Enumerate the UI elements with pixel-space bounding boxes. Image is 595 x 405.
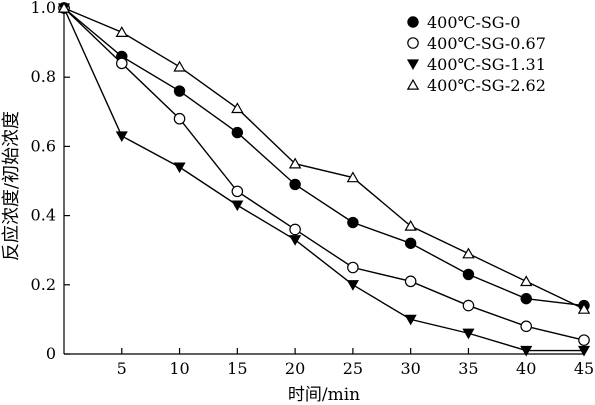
- data-point: [231, 185, 244, 198]
- legend-label: 400℃-SG-0.67: [427, 34, 546, 53]
- legend-item: 400℃-SG-0: [407, 13, 520, 32]
- data-point: [462, 268, 475, 281]
- legend-label: 400℃-SG-2.62: [427, 76, 546, 95]
- series-line: [63, 7, 585, 310]
- series-line: [63, 7, 584, 352]
- data-point: [404, 275, 417, 288]
- axes: [63, 8, 584, 355]
- data-point: [347, 216, 359, 229]
- y-tick-label: 0.2: [31, 275, 56, 294]
- legend-marker: [406, 78, 420, 90]
- data-point: [577, 302, 591, 314]
- data-point: [462, 299, 475, 312]
- y-tick-label: 0.4: [31, 206, 56, 225]
- y-tick-label: 1.0: [31, 0, 56, 17]
- series-layer: [57, 1, 591, 357]
- series-4: [57, 1, 591, 314]
- x-tick-label: 40: [516, 359, 536, 378]
- legend-marker: [407, 16, 419, 28]
- legend-item: 400℃-SG-2.62: [406, 76, 546, 95]
- x-axis-label: 时间/min: [288, 385, 360, 405]
- data-point: [462, 328, 475, 340]
- series-1: [58, 2, 590, 312]
- series-line: [63, 7, 585, 341]
- x-ticks: 5 10 15 20 25 30 35 40 45: [117, 348, 594, 378]
- y-ticks: 0 0.2 0.4 0.6 0.8 1.0: [31, 0, 70, 363]
- data-point: [519, 275, 533, 287]
- y-tick-label: 0.8: [31, 67, 56, 86]
- x-tick-label: 15: [227, 359, 247, 378]
- data-point: [289, 178, 301, 191]
- data-point: [289, 235, 302, 246]
- x-tick-label: 30: [400, 359, 420, 378]
- data-point: [346, 280, 359, 291]
- data-point: [578, 334, 590, 346]
- legend-label: 400℃-SG-1.31: [427, 55, 546, 74]
- legend-label: 400℃-SG-0: [427, 13, 520, 32]
- x-tick-label: 45: [574, 359, 594, 378]
- data-point: [115, 131, 128, 142]
- legend-marker: [406, 59, 420, 70]
- data-point: [520, 345, 533, 357]
- data-point: [577, 345, 591, 357]
- data-point: [57, 1, 71, 13]
- data-point: [231, 200, 244, 212]
- data-point: [347, 261, 359, 274]
- data-point: [404, 237, 417, 249]
- data-point: [404, 219, 417, 231]
- data-point: [462, 247, 475, 259]
- legend-marker: [407, 37, 419, 49]
- data-point: [231, 126, 244, 139]
- series-line: [63, 7, 585, 307]
- x-tick-label: 5: [117, 359, 127, 378]
- x-tick-label: 20: [285, 359, 305, 378]
- legend-item: 400℃-SG-0.67: [407, 34, 546, 53]
- data-point: [520, 320, 533, 333]
- y-axis-label: 反应浓度/初始浓度: [1, 111, 22, 261]
- y-tick-label: 0.6: [31, 136, 56, 155]
- data-point: [173, 85, 186, 97]
- data-point: [346, 171, 360, 183]
- data-point: [173, 162, 186, 174]
- data-point: [231, 102, 244, 114]
- y-tick-label: 0: [46, 344, 56, 363]
- data-point: [288, 157, 302, 169]
- data-point: [115, 57, 128, 70]
- data-point: [173, 112, 186, 125]
- x-tick-label: 35: [458, 359, 478, 378]
- data-point: [173, 60, 186, 72]
- legend: 400℃-SG-0 400℃-SG-0.67 400℃-SG-1.31 400℃-SG…: [406, 13, 546, 95]
- data-point: [520, 292, 532, 305]
- x-tick-label: 10: [169, 359, 189, 378]
- x-tick-label: 25: [343, 359, 363, 378]
- legend-item: 400℃-SG-1.31: [406, 55, 546, 74]
- data-point: [289, 223, 301, 236]
- data-point: [115, 26, 129, 37]
- data-point: [404, 314, 417, 326]
